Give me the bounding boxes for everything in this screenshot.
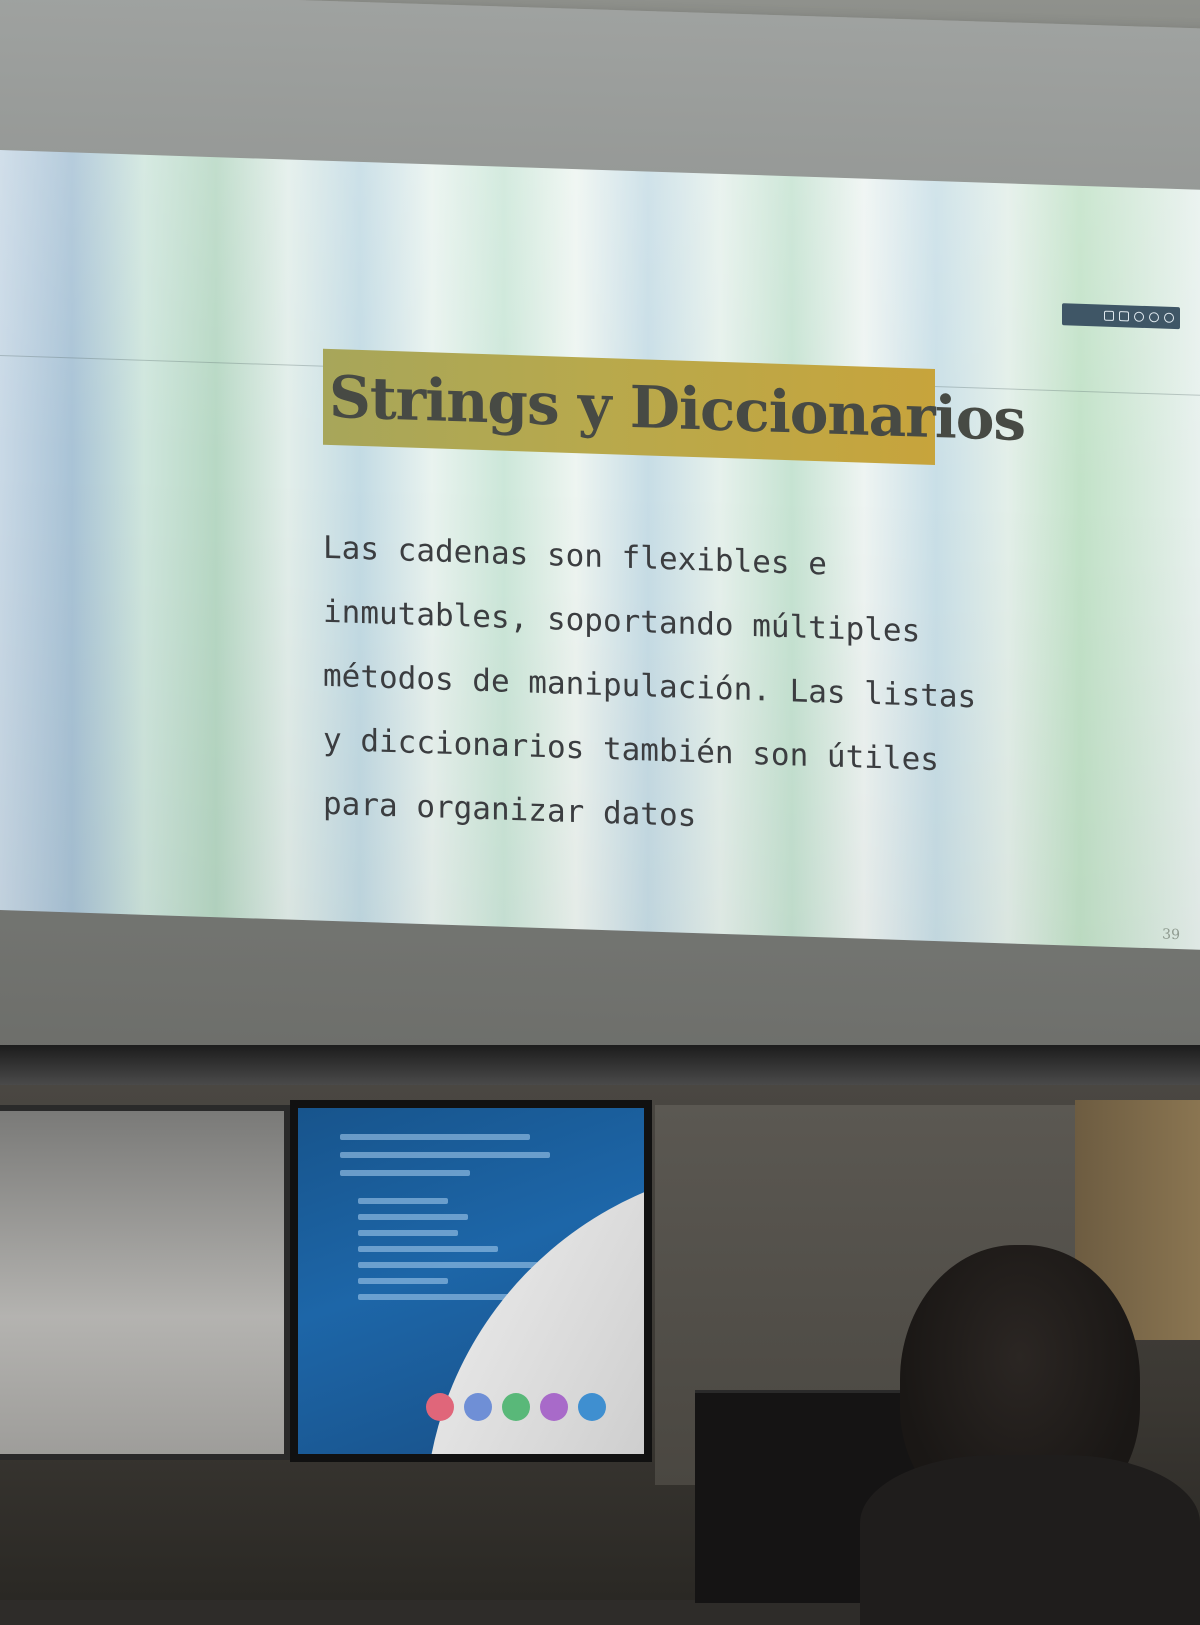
slide-title-highlight: Strings y Diccionarios — [323, 348, 1025, 466]
tv-screen — [298, 1108, 644, 1454]
tv-text-line — [358, 1262, 538, 1268]
tv-text-line — [358, 1230, 458, 1236]
slide-title: Strings y Diccionarios — [329, 362, 1026, 455]
screen-bottom-bar — [0, 1045, 1200, 1085]
tv-text-line — [358, 1246, 498, 1252]
circle-icon — [502, 1393, 530, 1421]
tv-text-line — [358, 1198, 448, 1204]
slide-page-number: 39 — [1162, 926, 1180, 944]
projected-slide: Strings y Diccionarios Las cadenas son f… — [0, 150, 1200, 950]
volume-icon[interactable] — [1134, 311, 1144, 322]
circle-icon — [464, 1393, 492, 1421]
left-whiteboard — [0, 1105, 290, 1460]
slide-body: Las cadenas son flexibles e inmutables, … — [323, 516, 1043, 860]
tv-text-line — [358, 1214, 468, 1220]
power-icon[interactable] — [1164, 312, 1174, 323]
tv-text-line — [340, 1134, 530, 1140]
tv-text-line — [340, 1170, 470, 1176]
tv-text-line — [358, 1294, 518, 1300]
circle-icon — [426, 1393, 454, 1421]
wall-tv — [290, 1100, 652, 1462]
person-body — [860, 1455, 1200, 1625]
circle-icon — [578, 1393, 606, 1421]
tv-text-line — [358, 1278, 448, 1284]
window-icon[interactable] — [1104, 310, 1114, 321]
tv-icon-row — [426, 1393, 606, 1421]
circle-icon — [540, 1393, 568, 1421]
display-icon[interactable] — [1119, 311, 1129, 322]
tv-text-line — [340, 1152, 550, 1158]
settings-icon[interactable] — [1149, 312, 1159, 323]
presentation-toolbar — [1062, 303, 1180, 330]
